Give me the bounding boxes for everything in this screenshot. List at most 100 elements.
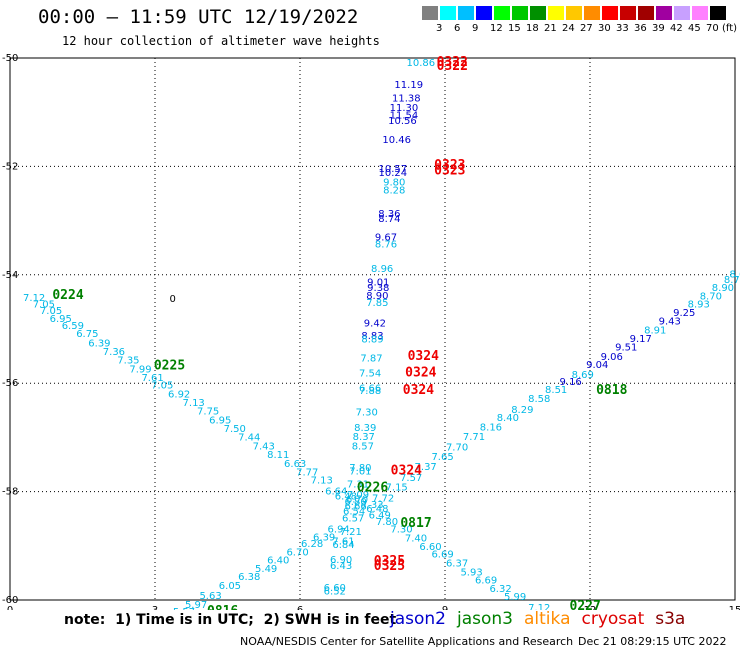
scale-label: 70 [706,23,719,34]
chart-title: 00:00 – 11:59 UTC 12/19/2022 [38,6,359,28]
wave-height-point: 7.36 [103,347,125,358]
wave-height-point: 8.39 [354,423,376,434]
scale-swatch [692,6,709,20]
wave-height-point: 6.70 [286,548,308,559]
wave-height-point: 6.92 [168,389,190,400]
wave-height-point: 8.51 [545,385,567,396]
wave-height-point: 8.29 [511,405,533,416]
wave-height-point: 8.57 [352,441,374,452]
wave-height-point: 8.6 [729,270,740,281]
wave-height-point: 11.38 [392,93,421,104]
scale-label: 18 [526,23,539,34]
wave-height-point: 6.59 [62,321,84,332]
wave-height-point: 7.44 [238,433,260,444]
scale-label: 27 [580,23,593,34]
wave-height-point: 7.61 [332,537,354,548]
wave-height-point: 7.75 [197,407,219,418]
wave-height-point: 8.11 [267,450,289,461]
time-label: 0817 [400,516,431,531]
wave-height-point: 9.17 [630,334,652,345]
wave-height-point: 7.77 [296,467,318,478]
x-tick-label: 6 [297,605,303,610]
wave-height-point: 8.37 [353,432,375,443]
wave-height-point: 6.90 [330,555,352,566]
wave-height-point: 5.99 [504,592,526,603]
stray-label: 0 [170,294,176,305]
scale-label: 42 [670,23,683,34]
time-label: 0323 [434,164,465,179]
scale-swatch [566,6,583,20]
wave-height-point: 8.69 [572,370,594,381]
wave-height-point: 6.60 [324,583,346,594]
scale-swatch [584,6,601,20]
wave-height-point: 6.43 [330,561,352,572]
wave-height-point: 9.43 [659,317,681,328]
footer-timestamp: Dec 21 08:29:15 UTC 2022 [578,635,727,648]
wave-height-point: 10.57 [378,164,407,175]
scale-label: 24 [562,23,575,34]
wave-height-point: 10.56 [388,116,417,127]
wave-height-point: 9.67 [375,233,397,244]
scale-label: 9 [472,23,479,34]
scale-swatch [512,6,529,20]
scale-swatch [422,6,439,20]
wave-height-point: 6.84 [332,540,354,551]
wave-height-point: 8.83 [361,331,383,342]
wave-height-point: 6.57 [342,513,364,524]
wave-height-point: 7.12 [23,293,45,304]
wave-height-point: 8.16 [480,422,502,433]
scale-label: 45 [688,23,701,34]
y-tick-label: -56 [2,378,18,389]
scale-swatch [548,6,565,20]
wave-height-point: 6.52 [324,587,346,598]
wave-height-point: 7.30 [390,524,412,535]
wave-height-point: 6.64 [325,486,347,497]
wave-height-point: 5.63 [199,591,221,602]
time-label: 0324 [405,366,436,381]
wave-height-point: 6.39 [313,532,335,543]
wave-height-point: 9.06 [601,352,623,363]
x-tick-label: 15 [729,605,740,610]
wave-height-point: 7.80 [349,463,371,474]
y-tick-label: -54 [2,270,18,281]
wave-height-point: 7.61 [141,373,163,384]
wave-height-point: 10.46 [382,135,411,146]
wave-height-point: 7.54 [359,369,381,380]
wave-height-point: 6.48 [366,504,388,515]
wave-height-point: 7.30 [356,408,378,419]
wave-height-point: 10.24 [378,168,407,179]
time-label: 0224 [52,288,83,303]
wave-height-point: 7.05 [40,306,62,317]
footer-credit: NOAA/NESDIS Center for Satellite Applica… [240,635,574,648]
wave-height-point: 6.60 [419,542,441,553]
wave-height-point: 9.16 [560,377,582,388]
wave-height-point: 8.91 [644,325,666,336]
wave-height-point: 5.57 [173,607,195,610]
wave-height-point: 8.76 [375,240,397,251]
mission-cryosat: cryosat [581,609,645,629]
wave-height-point: 6.95 [50,314,72,325]
wave-height-point: 7.05 [33,299,55,310]
wave-height-point: 7.65 [431,452,453,463]
scale-label: 6 [454,23,461,34]
wave-height-point: 11.54 [390,111,419,122]
wave-height-point: 6.69 [431,550,453,561]
x-tick-label: 9 [442,605,448,610]
wave-height-point: 9.38 [367,283,389,294]
wave-height-point: 8.74 [378,214,400,225]
wave-height-point: 7.72 [372,493,394,504]
wave-height-point: 6.54 [343,506,365,517]
wave-height-point: 7.15 [386,483,408,494]
footer-note: note: 1) Time is in UTC; 2) SWH is in fe… [64,612,397,628]
wave-height-point: 8.90 [712,283,734,294]
mission-jason2: jason2 [390,609,446,629]
wave-height-point: 8.90 [366,291,388,302]
scale-label: 12 [490,23,503,34]
x-tick-label: 12 [584,605,597,610]
wave-height-point: 6.66 [344,501,366,512]
time-label: 0324 [403,383,434,398]
scale-label: 30 [598,23,611,34]
scale-label: 15 [508,23,521,34]
time-label: 0324 [391,463,422,478]
wave-height-point: 9.04 [586,360,608,371]
